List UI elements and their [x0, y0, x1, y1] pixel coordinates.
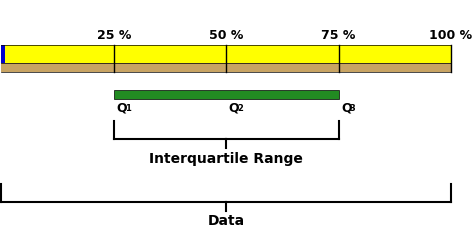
Text: 3: 3	[350, 104, 356, 113]
Text: 50 %: 50 %	[209, 29, 244, 42]
Text: 1: 1	[125, 104, 131, 113]
Text: Q: Q	[341, 101, 352, 114]
Text: Q: Q	[116, 101, 127, 114]
Bar	[1, 46, 5, 64]
Bar	[114, 91, 338, 100]
Bar	[1, 64, 451, 73]
Text: 2: 2	[237, 104, 243, 113]
Text: Interquartile Range: Interquartile Range	[149, 151, 303, 165]
Bar	[1, 46, 451, 64]
Text: Q: Q	[228, 101, 239, 114]
Text: 100 %: 100 %	[429, 29, 473, 42]
Text: 25 %: 25 %	[97, 29, 131, 42]
Text: Data: Data	[208, 213, 245, 227]
Text: 75 %: 75 %	[321, 29, 356, 42]
